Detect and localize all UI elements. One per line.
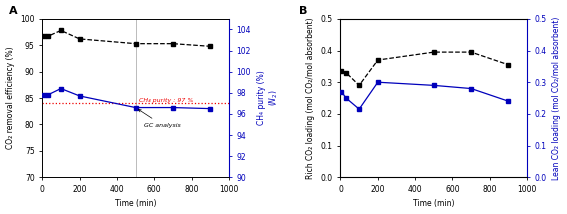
Y-axis label: CO₂ removal efficiency (%): CO₂ removal efficiency (%) [6, 47, 15, 149]
X-axis label: Time (min): Time (min) [115, 199, 156, 208]
Text: CH₄ purity : 97 %: CH₄ purity : 97 % [139, 98, 194, 103]
Text: A: A [9, 6, 17, 16]
Text: GC analysis: GC analysis [138, 110, 181, 128]
Y-axis label: Rich CO₂ loading (mol CO₂/mol absorbent): Rich CO₂ loading (mol CO₂/mol absorbent) [306, 17, 315, 179]
Y-axis label: CH₄ purity (%)
($N_2$): CH₄ purity (%) ($N_2$) [257, 71, 280, 125]
Text: B: B [299, 6, 308, 16]
X-axis label: Time (min): Time (min) [413, 199, 455, 208]
Y-axis label: Lean CO₂ loading (mol CO₂/mol absorbent): Lean CO₂ loading (mol CO₂/mol absorbent) [552, 16, 561, 180]
